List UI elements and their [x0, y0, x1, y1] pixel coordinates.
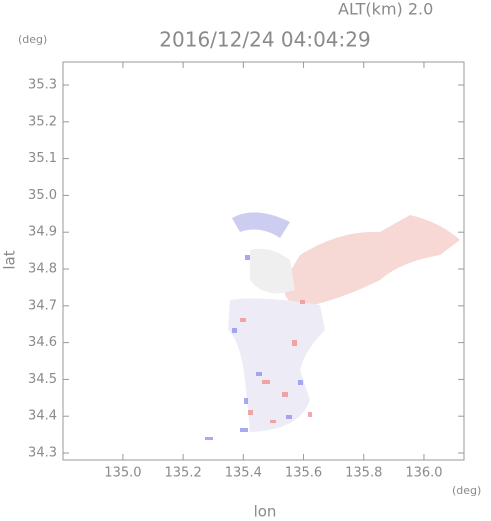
x-tick-label: 136.0: [405, 466, 442, 481]
echo-field: [205, 212, 460, 440]
y-axis-label: lat: [1, 250, 19, 269]
y-tick-label: 35.2: [28, 114, 57, 129]
plot-frame: [62, 61, 465, 461]
y-tick-label: 34.9: [28, 225, 57, 240]
x-axis-label: lon: [254, 503, 277, 521]
x-tick-label: 135.4: [225, 466, 262, 481]
y-tick-label: 34.4: [28, 409, 57, 424]
y-tick-label: 34.8: [28, 262, 57, 277]
altitude-label: ALT(km) 2.0: [338, 0, 433, 19]
y-tick-label: 34.7: [28, 298, 57, 313]
x-tick-label: 135.2: [165, 466, 202, 481]
y-tick-label: 34.3: [28, 446, 57, 461]
y-unit: (deg): [18, 33, 47, 46]
y-tick-label: 34.5: [28, 372, 57, 387]
y-tick-label: 35.0: [28, 188, 57, 203]
x-unit: (deg): [452, 484, 481, 497]
chart-title: 2016/12/24 04:04:29: [159, 28, 370, 52]
x-tick-label: 135.8: [345, 466, 382, 481]
y-tick-label: 35.1: [28, 151, 57, 166]
y-tick-label: 35.3: [28, 78, 57, 93]
y-tick-label: 34.6: [28, 335, 57, 350]
x-tick-label: 135.0: [104, 466, 141, 481]
x-tick-label: 135.6: [285, 466, 322, 481]
